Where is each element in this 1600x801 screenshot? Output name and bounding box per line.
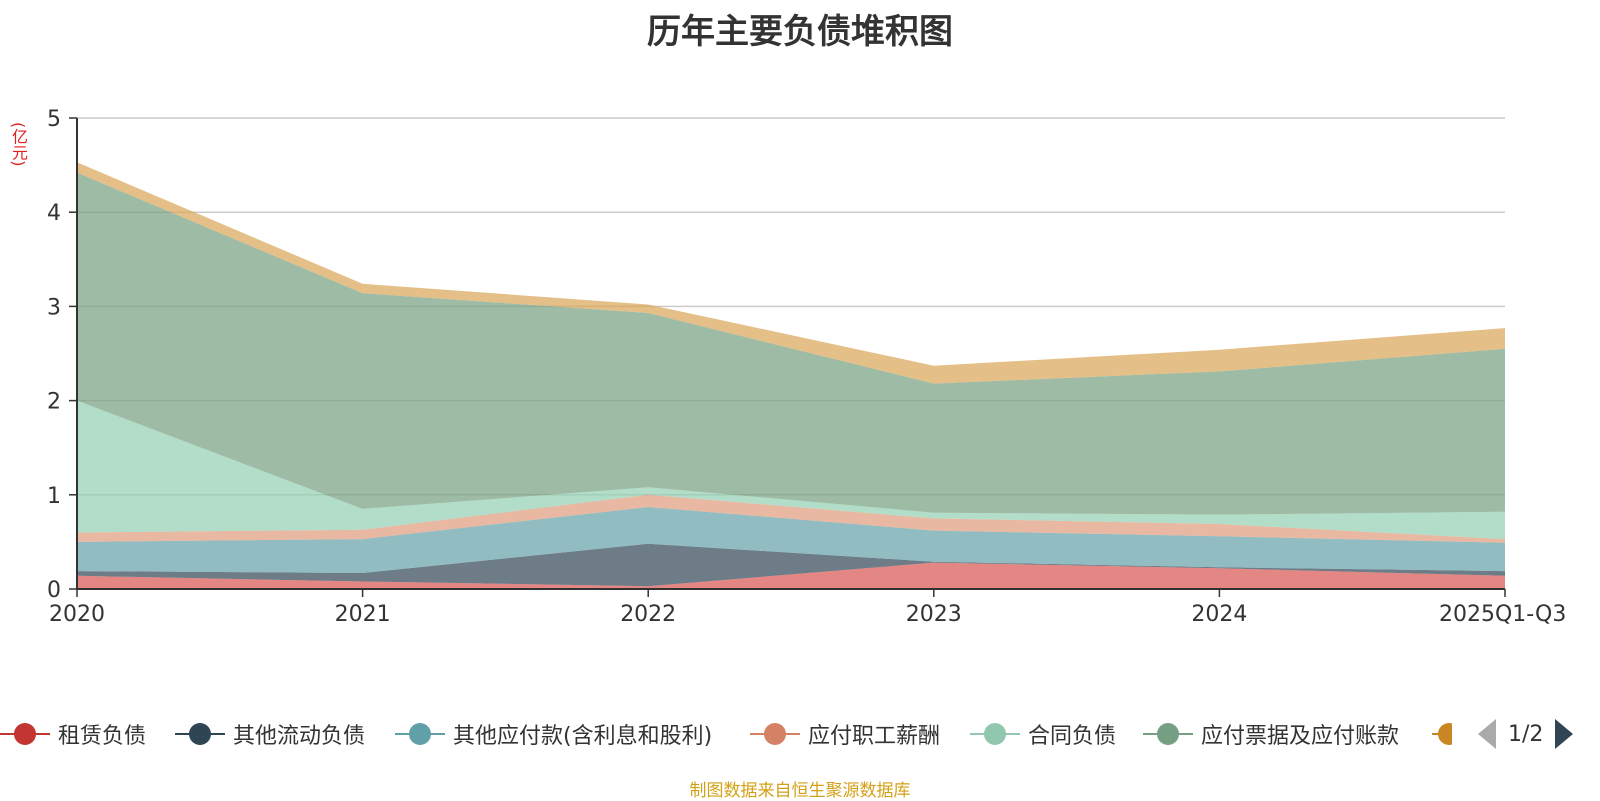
y-tick-label: 1 [47, 484, 61, 509]
y-tick-label: 5 [47, 107, 61, 132]
area-series-2[interactable] [77, 507, 1505, 573]
area-series-5[interactable] [77, 172, 1505, 515]
area-series-6[interactable] [77, 162, 1505, 384]
legend-item[interactable]: 合同负债 [970, 716, 1116, 752]
legend-marker-icon [970, 716, 1020, 752]
y-tick-label: 4 [47, 201, 61, 226]
legend-prev-page-button[interactable] [1478, 719, 1496, 749]
area-series-4[interactable] [77, 400, 1505, 540]
legend-marker-icon [1143, 716, 1193, 752]
legend-item[interactable]: 其他流动负债 [175, 716, 365, 752]
legend-label: 其他应付款(含利息和股利) [453, 724, 713, 749]
x-tick-label: 2024 [1191, 602, 1247, 627]
legend-marker-icon [750, 716, 800, 752]
legend-pager: 1/2 [1478, 716, 1574, 752]
source-note: 制图数据来自恒生聚源数据库 [689, 781, 911, 801]
legend-label: 应付职工薪酬 [808, 724, 941, 749]
legend-label: 其他流动负债 [233, 724, 366, 749]
area-series-3[interactable] [77, 494, 1505, 543]
legend-item[interactable]: 其他应付款(含利息和股利) [395, 716, 712, 752]
legend: 租赁负债 其他流动负债 其他应付款(含利息和股利) 应付职工薪酬 合同负债 应付票据及应付… [0, 716, 1600, 752]
y-tick-label: 0 [47, 578, 61, 603]
legend-page-indicator: 1/2 [1508, 721, 1544, 747]
chart-area: 0 1 2 3 4 5 2020 2021 2022 2023 2024 2025Q1-Q3 [47, 107, 1566, 627]
legend-marker-icon [1432, 716, 1452, 752]
legend-label: 应付票据及应付账款 [1201, 724, 1400, 749]
legend-marker-icon [395, 716, 445, 752]
legend-label: 合同负债 [1028, 724, 1117, 749]
x-tick-label: 2020 [49, 602, 105, 627]
x-tick-label: 2021 [335, 602, 391, 627]
y-tick-label: 2 [47, 390, 61, 415]
x-tick-label: 2025Q1-Q3 [1439, 602, 1566, 627]
legend-marker-icon [0, 716, 50, 752]
legend-item[interactable]: 租赁负债 [0, 716, 146, 752]
legend-item-partial[interactable] [1432, 716, 1452, 752]
legend-marker-icon [175, 716, 225, 752]
area-series-1[interactable] [77, 543, 1505, 587]
legend-next-page-button[interactable] [1555, 719, 1574, 749]
x-tick-label: 2023 [906, 602, 962, 627]
x-tick-label: 2022 [620, 602, 676, 627]
y-tick-label: 3 [47, 295, 61, 320]
area-series-0[interactable] [77, 562, 1505, 589]
legend-item[interactable]: 应付票据及应付账款 [1143, 716, 1399, 752]
legend-label: 租赁负债 [58, 724, 147, 749]
y-axis-unit: (亿元) [9, 122, 28, 167]
legend-item[interactable]: 应付职工薪酬 [750, 716, 940, 752]
chart-title: 历年主要负债堆积图 [647, 12, 953, 52]
